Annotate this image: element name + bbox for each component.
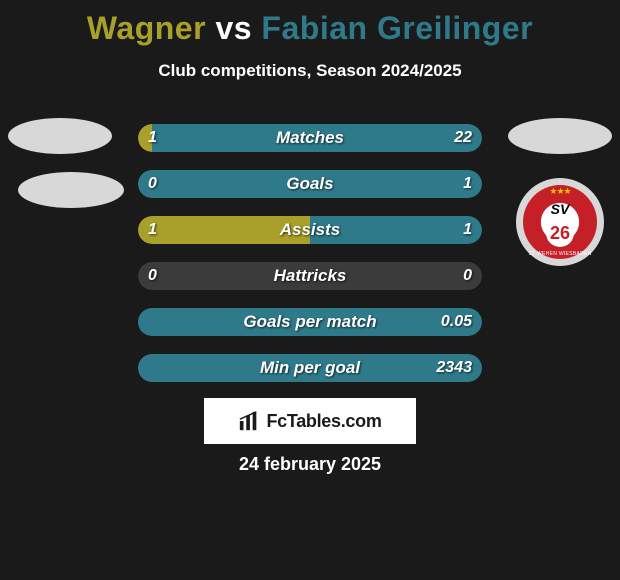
- club-logo: ★★★ SV 26 ST WEHEN WIESBADEN: [516, 178, 604, 266]
- bar-row: 01Goals: [138, 170, 482, 198]
- fctables-icon: [238, 410, 260, 432]
- bar-label: Assists: [138, 216, 482, 244]
- left-player-badge-1: [8, 118, 112, 154]
- player2-name: Fabian Greilinger: [261, 10, 533, 46]
- bar-row: 11Assists: [138, 216, 482, 244]
- vs-text: vs: [215, 10, 252, 46]
- club-arc-text: ST WEHEN WIESBADEN: [528, 251, 591, 257]
- fctables-text: FcTables.com: [266, 411, 381, 432]
- club-stars-icon: ★★★: [549, 186, 570, 197]
- player1-name: Wagner: [87, 10, 206, 46]
- date-text: 24 february 2025: [0, 454, 620, 475]
- left-player-badge-2: [18, 172, 124, 208]
- page-title: Wagner vs Fabian Greilinger: [0, 0, 620, 47]
- bar-label: Matches: [138, 124, 482, 152]
- bar-label: Goals: [138, 170, 482, 198]
- right-player-badge: [508, 118, 612, 154]
- bar-label: Min per goal: [138, 354, 482, 382]
- comparison-bars: 122Matches 01Goals 11Assists 00Hattricks 0.0…: [138, 124, 482, 400]
- club-number: 26: [546, 219, 574, 247]
- club-sv-text: SV: [551, 201, 570, 217]
- club-logo-inner: ★★★ SV 26 ST WEHEN WIESBADEN: [523, 185, 597, 259]
- bar-label: Hattricks: [138, 262, 482, 290]
- bar-row: 122Matches: [138, 124, 482, 152]
- bar-label: Goals per match: [138, 308, 482, 336]
- bar-row: 00Hattricks: [138, 262, 482, 290]
- fctables-watermark: FcTables.com: [204, 398, 416, 444]
- bar-row: 2343Min per goal: [138, 354, 482, 382]
- subtitle: Club competitions, Season 2024/2025: [0, 61, 620, 81]
- bar-row: 0.05Goals per match: [138, 308, 482, 336]
